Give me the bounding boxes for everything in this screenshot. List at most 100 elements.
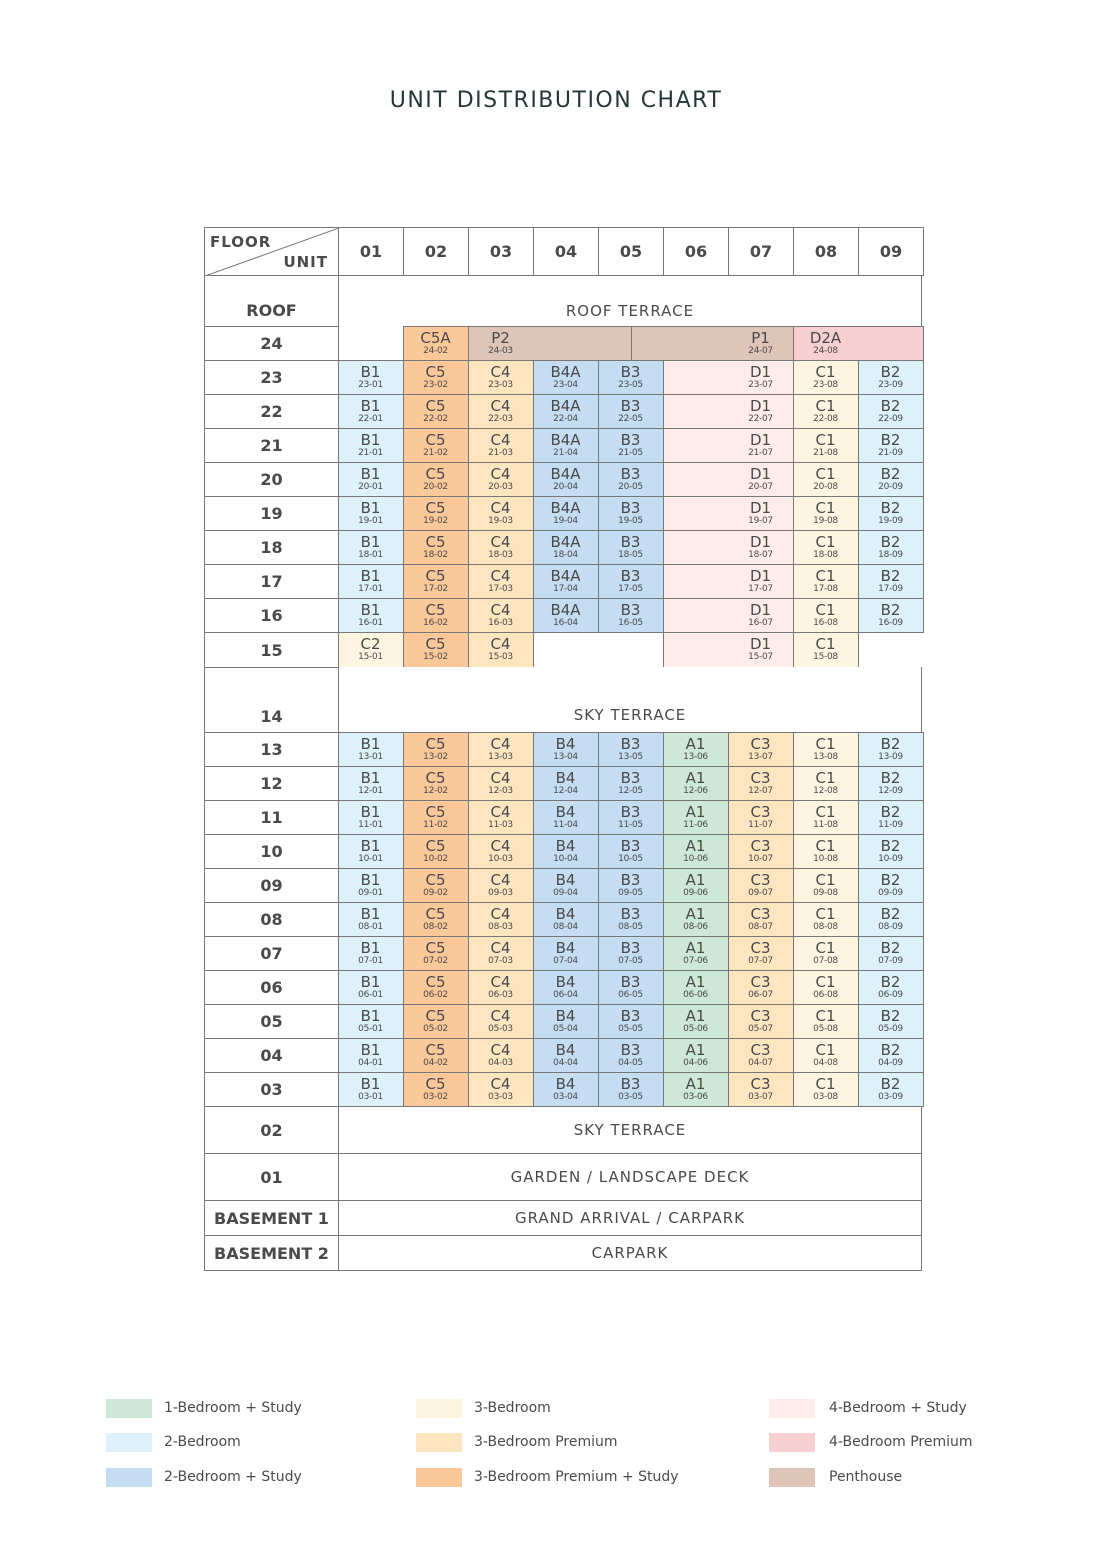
unit-cell[interactable]: B2 19-09 [858,496,924,531]
unit-cell[interactable]: C3 12-07 [728,766,794,801]
unit-cell[interactable]: C3 03-07 [728,1072,794,1107]
unit-cell[interactable]: B1 12-01 [338,766,404,801]
unit-cell[interactable]: D1 21-07 [663,428,794,463]
unit-cell[interactable]: C1 18-08 [793,530,859,565]
unit-cell[interactable]: C1 12-08 [793,766,859,801]
unit-cell[interactable]: B1 23-01 [338,360,404,395]
unit-cell[interactable]: B4A 22-04 [533,394,599,429]
unit-cell[interactable]: C1 10-08 [793,834,859,869]
unit-cell[interactable]: A1 06-06 [663,970,729,1005]
unit-cell[interactable]: C4 21-03 [468,428,534,463]
unit-cell[interactable]: C3 13-07 [728,732,794,767]
unit-cell[interactable]: P2 24-03 [468,326,632,361]
unit-cell[interactable]: C4 04-03 [468,1038,534,1073]
unit-cell[interactable]: C1 03-08 [793,1072,859,1107]
unit-cell[interactable]: B1 06-01 [338,970,404,1005]
unit-cell[interactable]: C4 22-03 [468,394,534,429]
unit-cell[interactable]: B3 05-05 [598,1004,664,1039]
unit-cell[interactable]: A1 09-06 [663,868,729,903]
unit-cell[interactable]: C5 08-02 [403,902,469,937]
unit-cell[interactable]: B1 05-01 [338,1004,404,1039]
unit-cell[interactable]: B3 20-05 [598,462,664,497]
unit-cell[interactable]: B4 06-04 [533,970,599,1005]
unit-cell[interactable]: B2 16-09 [858,598,924,633]
unit-cell[interactable]: A1 12-06 [663,766,729,801]
unit-cell[interactable]: B2 03-09 [858,1072,924,1107]
unit-cell[interactable]: A1 07-06 [663,936,729,971]
unit-cell[interactable]: B3 16-05 [598,598,664,633]
unit-cell[interactable]: C5 17-02 [403,564,469,599]
unit-cell[interactable]: B3 06-05 [598,970,664,1005]
unit-cell[interactable]: B3 13-05 [598,732,664,767]
unit-cell[interactable]: C1 08-08 [793,902,859,937]
unit-cell[interactable]: B1 13-01 [338,732,404,767]
unit-cell[interactable]: C4 05-03 [468,1004,534,1039]
unit-cell[interactable]: C1 13-08 [793,732,859,767]
unit-cell[interactable]: A1 13-06 [663,732,729,767]
unit-cell[interactable]: D1 19-07 [663,496,794,531]
unit-cell[interactable]: C1 19-08 [793,496,859,531]
unit-cell[interactable]: D1 23-07 [663,360,794,395]
unit-cell[interactable]: B1 09-01 [338,868,404,903]
unit-cell[interactable]: B3 22-05 [598,394,664,429]
unit-cell[interactable]: C4 15-03 [468,632,534,668]
unit-cell[interactable]: B3 17-05 [598,564,664,599]
unit-cell[interactable]: B2 04-09 [858,1038,924,1073]
unit-cell[interactable]: B4 10-04 [533,834,599,869]
unit-cell[interactable]: C1 05-08 [793,1004,859,1039]
unit-cell[interactable]: B3 23-05 [598,360,664,395]
unit-cell[interactable]: B4 05-04 [533,1004,599,1039]
unit-cell[interactable]: C5 15-02 [403,632,469,668]
unit-cell[interactable]: C1 22-08 [793,394,859,429]
unit-cell[interactable]: B2 05-09 [858,1004,924,1039]
unit-cell[interactable]: D1 22-07 [663,394,794,429]
unit-cell[interactable]: C4 23-03 [468,360,534,395]
unit-cell[interactable]: B2 20-09 [858,462,924,497]
unit-cell[interactable]: D1 17-07 [663,564,794,599]
unit-cell[interactable]: B2 12-09 [858,766,924,801]
unit-cell[interactable]: B4 08-04 [533,902,599,937]
unit-cell[interactable]: B2 22-09 [858,394,924,429]
unit-cell[interactable]: C3 04-07 [728,1038,794,1073]
unit-cell[interactable]: B1 03-01 [338,1072,404,1107]
unit-cell[interactable]: B1 04-01 [338,1038,404,1073]
unit-cell[interactable]: B2 18-09 [858,530,924,565]
unit-cell[interactable]: B2 08-09 [858,902,924,937]
unit-cell[interactable]: B3 21-05 [598,428,664,463]
unit-cell[interactable]: C5 04-02 [403,1038,469,1073]
unit-cell[interactable]: B4 12-04 [533,766,599,801]
unit-cell[interactable]: B1 20-01 [338,462,404,497]
unit-cell[interactable]: C5A 24-02 [403,326,469,361]
unit-cell[interactable]: C5 12-02 [403,766,469,801]
unit-cell[interactable]: C5 21-02 [403,428,469,463]
unit-cell[interactable]: C5 03-02 [403,1072,469,1107]
unit-cell[interactable]: B4A 21-04 [533,428,599,463]
unit-cell[interactable]: C5 09-02 [403,868,469,903]
unit-cell[interactable]: D1 15-07 [663,632,794,668]
unit-cell[interactable]: C3 10-07 [728,834,794,869]
unit-cell[interactable]: B3 12-05 [598,766,664,801]
unit-cell[interactable]: D1 16-07 [663,598,794,633]
unit-cell[interactable]: B3 03-05 [598,1072,664,1107]
unit-cell[interactable]: C5 22-02 [403,394,469,429]
unit-cell[interactable]: B1 16-01 [338,598,404,633]
unit-cell[interactable]: B3 19-05 [598,496,664,531]
unit-cell[interactable]: B2 06-09 [858,970,924,1005]
unit-cell[interactable]: A1 03-06 [663,1072,729,1107]
unit-cell[interactable]: B3 18-05 [598,530,664,565]
unit-cell[interactable]: C3 11-07 [728,800,794,835]
unit-cell[interactable]: C5 13-02 [403,732,469,767]
unit-cell[interactable]: B4A 17-04 [533,564,599,599]
unit-cell[interactable]: D2A 24-08 [793,326,924,361]
unit-cell[interactable]: A1 04-06 [663,1038,729,1073]
unit-cell[interactable]: C1 21-08 [793,428,859,463]
unit-cell[interactable]: C4 16-03 [468,598,534,633]
unit-cell[interactable]: B2 09-09 [858,868,924,903]
unit-cell[interactable]: C1 09-08 [793,868,859,903]
unit-cell[interactable]: B4 13-04 [533,732,599,767]
unit-cell[interactable]: C1 17-08 [793,564,859,599]
unit-cell[interactable]: B4A 16-04 [533,598,599,633]
unit-cell[interactable]: A1 11-06 [663,800,729,835]
unit-cell[interactable]: C4 20-03 [468,462,534,497]
unit-cell[interactable]: C3 05-07 [728,1004,794,1039]
